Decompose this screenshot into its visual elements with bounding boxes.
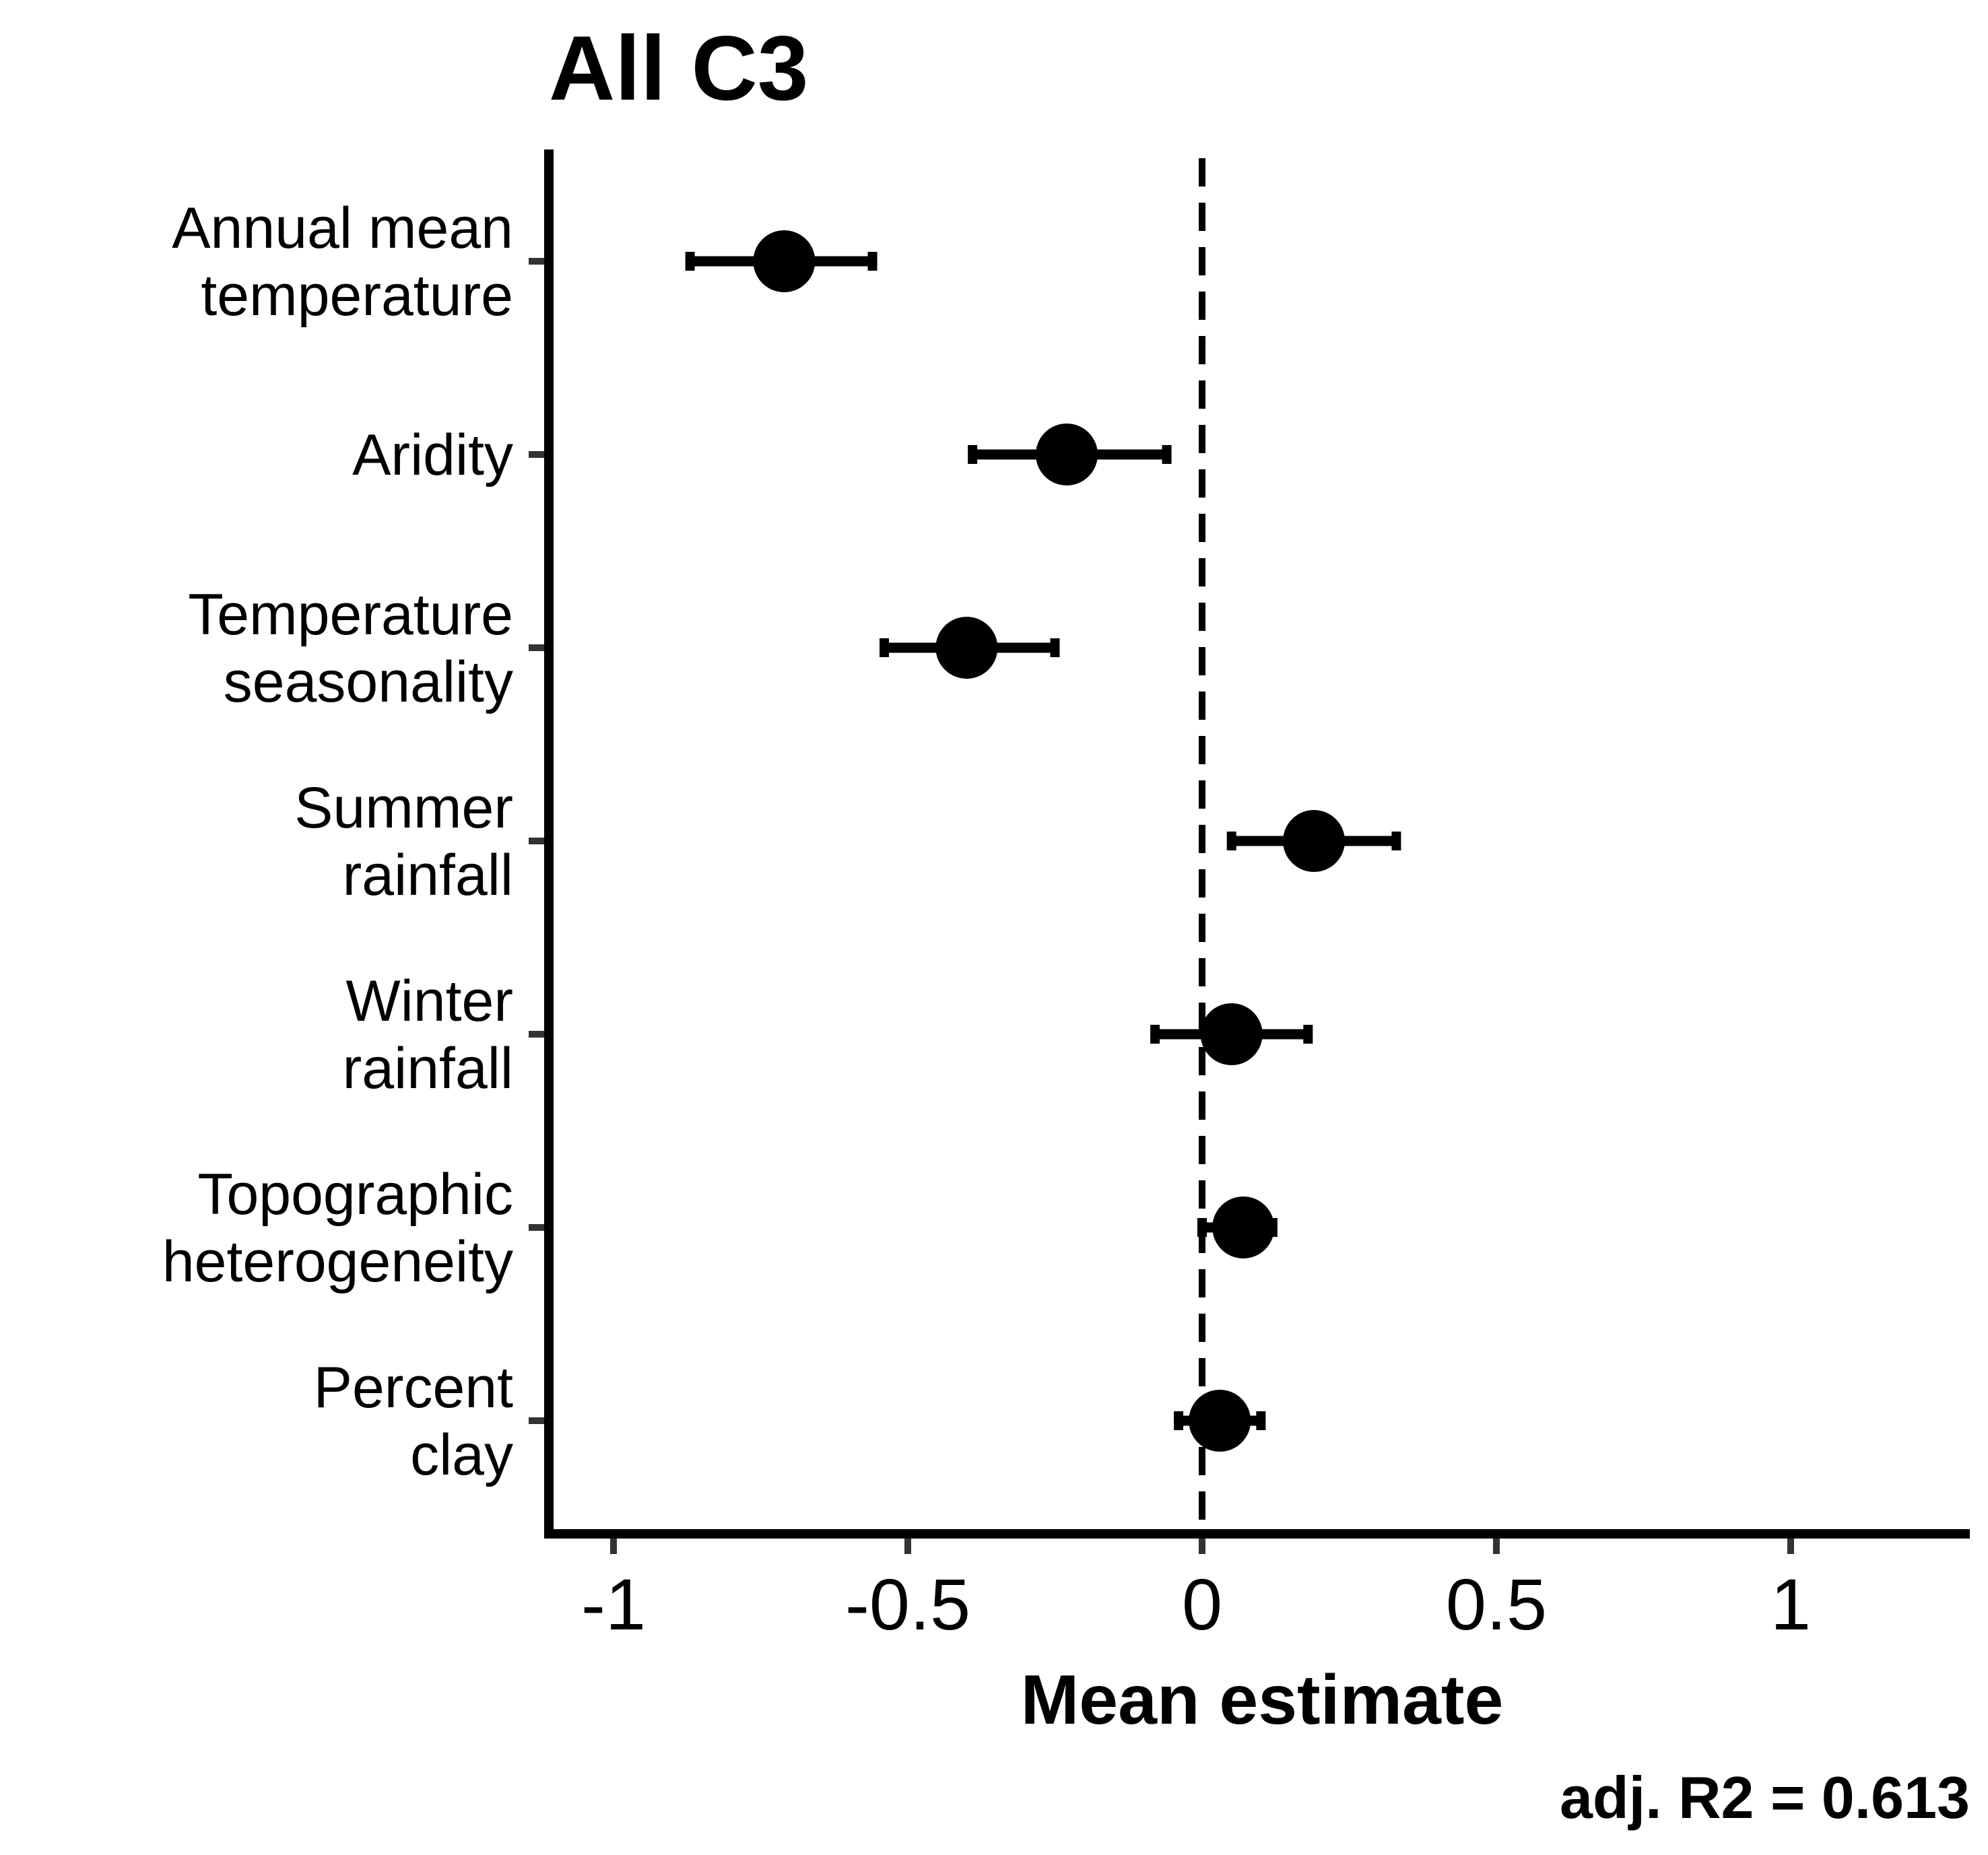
point-estimate — [935, 617, 998, 679]
chart-title: All C3 — [549, 17, 808, 119]
x-axis-title: Mean estimate — [1021, 1661, 1504, 1739]
x-tick-label: -0.5 — [845, 1563, 970, 1645]
y-tick-label: rainfall — [343, 843, 513, 908]
y-tick-label: Summer — [294, 776, 513, 840]
x-tick-label: 0.5 — [1446, 1563, 1547, 1645]
y-tick-label: Percent — [314, 1355, 513, 1420]
y-tick-label: Winter — [346, 969, 513, 1034]
point-estimate — [1212, 1196, 1275, 1258]
y-tick-label: Temperature — [188, 582, 513, 647]
adj-r2-annotation: adj. R2 = 0.613 — [1560, 1764, 1970, 1831]
point-estimate — [1189, 1390, 1251, 1452]
point-estimate — [1200, 1003, 1263, 1065]
x-tick-label: 0 — [1182, 1563, 1222, 1645]
y-tick-label: Annual mean — [172, 196, 513, 261]
x-tick-label: -1 — [581, 1563, 646, 1645]
y-tick-label: clay — [410, 1423, 513, 1487]
y-tick-label: temperature — [201, 263, 513, 328]
y-tick-label: Aridity — [352, 423, 513, 487]
y-tick-label: rainfall — [343, 1036, 513, 1101]
x-tick-label: 1 — [1770, 1563, 1811, 1645]
point-estimate — [753, 230, 816, 292]
point-estimate — [1283, 810, 1346, 872]
point-estimate — [1035, 424, 1098, 485]
y-tick-label: Topographic — [197, 1162, 513, 1227]
y-tick-label: heterogeneity — [162, 1229, 513, 1294]
y-tick-label: seasonality — [224, 650, 513, 714]
